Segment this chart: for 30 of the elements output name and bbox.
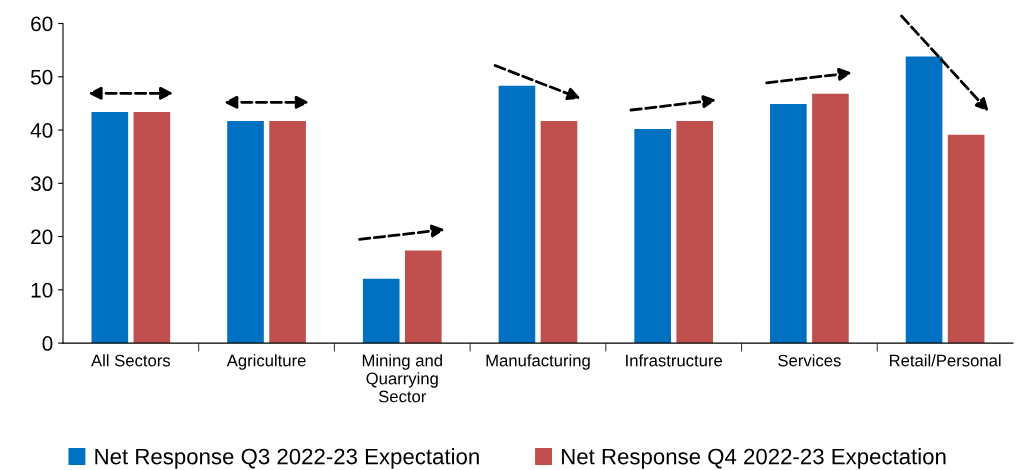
bar bbox=[634, 128, 671, 344]
bar bbox=[498, 85, 536, 344]
bar bbox=[362, 278, 400, 344]
x-tick-label: Retail/Personal bbox=[889, 354, 1001, 367]
bar bbox=[91, 111, 129, 344]
x-tick-label: Mining and Quarrying Sector bbox=[362, 354, 442, 403]
y-tick-label: 60 bbox=[31, 16, 53, 32]
y-tick-label: 0 bbox=[42, 336, 53, 351]
bar bbox=[540, 120, 578, 344]
y-tick-label: 10 bbox=[31, 282, 53, 298]
bar bbox=[404, 250, 442, 344]
bar bbox=[676, 120, 714, 344]
x-tick-label: Agriculture bbox=[226, 354, 306, 370]
bar bbox=[812, 93, 849, 344]
bar bbox=[770, 103, 807, 344]
y-tick-label: 50 bbox=[30, 69, 53, 85]
y-tick-label: 30 bbox=[30, 176, 53, 192]
bar bbox=[227, 120, 264, 344]
bar bbox=[133, 111, 171, 344]
x-tick-label: Infrastructure bbox=[626, 354, 723, 367]
x-tick-label: Manufacturing bbox=[486, 354, 590, 370]
bar bbox=[947, 134, 985, 344]
x-tick-label: All Sectors bbox=[91, 354, 171, 367]
y-tick-label: 20 bbox=[31, 229, 53, 245]
legend-label: Net Response Q4 2022-23 Expectation bbox=[562, 448, 946, 469]
y-tick-label: 40 bbox=[30, 123, 53, 138]
legend-label: Net Response Q3 2022-23 Expectation bbox=[95, 448, 479, 469]
bar bbox=[905, 56, 943, 344]
bar bbox=[269, 120, 306, 344]
x-tick-label: Services bbox=[778, 354, 841, 367]
